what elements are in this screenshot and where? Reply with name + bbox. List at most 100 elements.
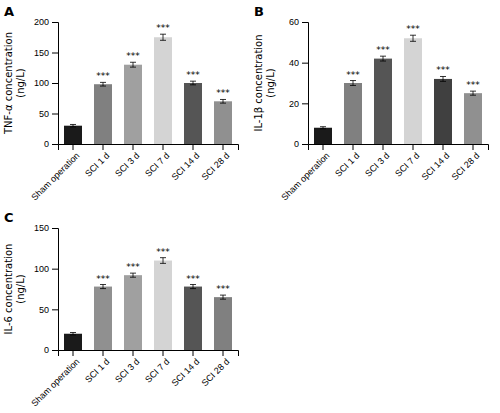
- tick: SCI 28 d: [200, 144, 232, 182]
- tick: 0: [44, 345, 58, 355]
- axis-title: IL-1β concentration(ng/L): [253, 34, 276, 131]
- tick-mark: [193, 144, 194, 150]
- significance-label: ***: [346, 70, 360, 80]
- bar: [214, 297, 232, 350]
- tick: SCI 7 d: [143, 144, 171, 179]
- error-bar: [160, 258, 166, 264]
- error-bar: [190, 285, 196, 289]
- axis-title-line: TNF-α concentration: [3, 32, 14, 135]
- error-bar: [70, 124, 76, 126]
- axis-title-line: IL-1β concentration: [253, 34, 264, 131]
- x-axis: Sham operationSCI 1 dSCI 3 dSCI 7 dSCI 1…: [29, 350, 238, 408]
- tick-mark: [302, 22, 308, 23]
- tick-mark: [302, 63, 308, 64]
- tick-label: 50: [39, 109, 49, 119]
- tick-mark: [52, 83, 58, 84]
- tick-label: 100: [34, 78, 49, 88]
- y-axis: 050100150200: [34, 17, 59, 149]
- bar: [154, 37, 172, 144]
- tick-label: 20: [289, 99, 299, 109]
- y-axis: 050100150: [34, 223, 59, 355]
- significance-label: ***: [156, 23, 170, 33]
- tick-label: Sham operation: [29, 356, 81, 408]
- error-bar: [160, 34, 166, 40]
- tick-mark: [443, 144, 444, 150]
- axis-title: TNF-α concentration(ng/L): [3, 32, 26, 135]
- bar: [344, 83, 362, 144]
- tick-mark: [52, 309, 58, 310]
- tick: 150: [34, 48, 58, 58]
- error-bar: [320, 127, 326, 129]
- tick-mark: [383, 144, 384, 150]
- axis-title-line: (ng/L): [15, 274, 26, 304]
- error-bar: [130, 273, 136, 277]
- tick: 60: [289, 17, 308, 27]
- plot-area: [64, 258, 232, 350]
- tick-label: SCI 3 d: [113, 150, 141, 178]
- tick-label: SCI 1 d: [83, 356, 111, 384]
- tick: 50: [39, 109, 58, 119]
- significance-label: ***: [466, 80, 480, 90]
- significance-label: ***: [156, 247, 170, 257]
- bar: [464, 93, 482, 144]
- tick-mark: [163, 144, 164, 150]
- tick: SCI 1 d: [83, 350, 111, 385]
- bar: [404, 38, 422, 144]
- bar: [124, 65, 142, 144]
- annotations: ***************: [96, 247, 230, 294]
- x-axis: Sham operationSCI 1 dSCI 3 dSCI 7 dSCI 1…: [279, 144, 488, 202]
- tick: 0: [44, 139, 58, 149]
- significance-label: ***: [216, 88, 230, 98]
- bar: [214, 101, 232, 144]
- axis-line: [52, 229, 59, 351]
- tick-label: SCI 1 d: [333, 150, 361, 178]
- tick: SCI 14 d: [170, 350, 202, 388]
- significance-label: ***: [96, 274, 110, 284]
- axis-title-line: (ng/L): [265, 68, 276, 98]
- error-bar: [220, 295, 226, 299]
- significance-label: ***: [96, 71, 110, 81]
- significance-label: ***: [126, 262, 140, 272]
- tick-mark: [302, 144, 308, 145]
- tick-mark: [133, 350, 134, 356]
- tick-mark: [52, 228, 58, 229]
- tick-mark: [52, 350, 58, 351]
- error-bar: [350, 81, 356, 86]
- error-bar: [100, 285, 106, 289]
- tick-label: 40: [289, 58, 299, 68]
- tick-mark: [302, 103, 308, 104]
- tick: SCI 3 d: [113, 350, 141, 385]
- tick-mark: [163, 350, 164, 356]
- bar: [64, 334, 82, 350]
- tick: SCI 14 d: [170, 144, 202, 182]
- panel-title: B: [254, 4, 264, 19]
- tick-label: 0: [44, 345, 49, 355]
- tick-label: SCI 7 d: [393, 150, 421, 178]
- tick-mark: [223, 350, 224, 356]
- tick-mark: [52, 144, 58, 145]
- significance-label: ***: [186, 70, 200, 80]
- panel: 050100150Sham operationSCI 1 dSCI 3 dSCI…: [3, 210, 239, 408]
- panel: 0204060Sham operationSCI 1 dSCI 3 dSCI 7…: [253, 4, 489, 202]
- bar: [94, 287, 112, 350]
- tick-label: 50: [39, 305, 49, 315]
- axis-line: [52, 23, 59, 145]
- tick: SCI 7 d: [393, 144, 421, 179]
- tick: 100: [34, 78, 58, 88]
- annotations: ***************: [346, 24, 480, 90]
- bar: [314, 128, 332, 144]
- tick-mark: [413, 144, 414, 150]
- error-bar: [190, 81, 196, 85]
- tick: SCI 14 d: [420, 144, 452, 182]
- bar: [154, 261, 172, 350]
- tick: 20: [289, 99, 308, 109]
- axis-title: IL-6 concentration(ng/L): [3, 244, 26, 335]
- tick: SCI 1 d: [83, 144, 111, 179]
- bar: [184, 83, 202, 144]
- bar: [434, 79, 452, 144]
- significance-label: ***: [406, 24, 420, 34]
- tick-label: 100: [34, 264, 49, 274]
- plot-area: [314, 35, 482, 144]
- error-bar: [470, 91, 476, 95]
- significance-label: ***: [126, 51, 140, 61]
